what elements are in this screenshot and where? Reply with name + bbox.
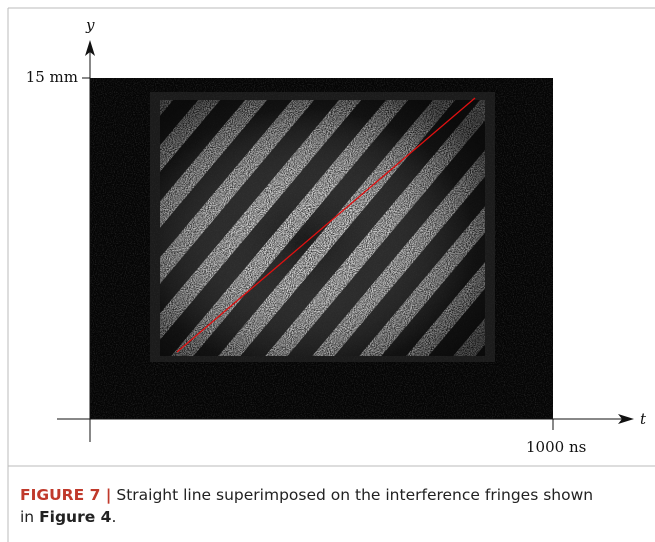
caption: FIGURE 7 | Straight line superimposed on… [20, 484, 600, 528]
caption-ref: Figure 4 [39, 508, 111, 526]
y-tick-label: 15 mm [26, 68, 78, 86]
page: y t 15 mm 1000 ns FIGURE 7 | Straight li… [0, 0, 655, 542]
y-label: y [85, 16, 95, 34]
caption-end: . [111, 508, 116, 526]
figure: y t 15 mm 1000 ns [0, 0, 655, 542]
x-tick-label: 1000 ns [526, 438, 586, 456]
caption-label: FIGURE 7 | [20, 486, 111, 504]
x-label: t [640, 410, 647, 428]
fringe-image [90, 78, 553, 419]
